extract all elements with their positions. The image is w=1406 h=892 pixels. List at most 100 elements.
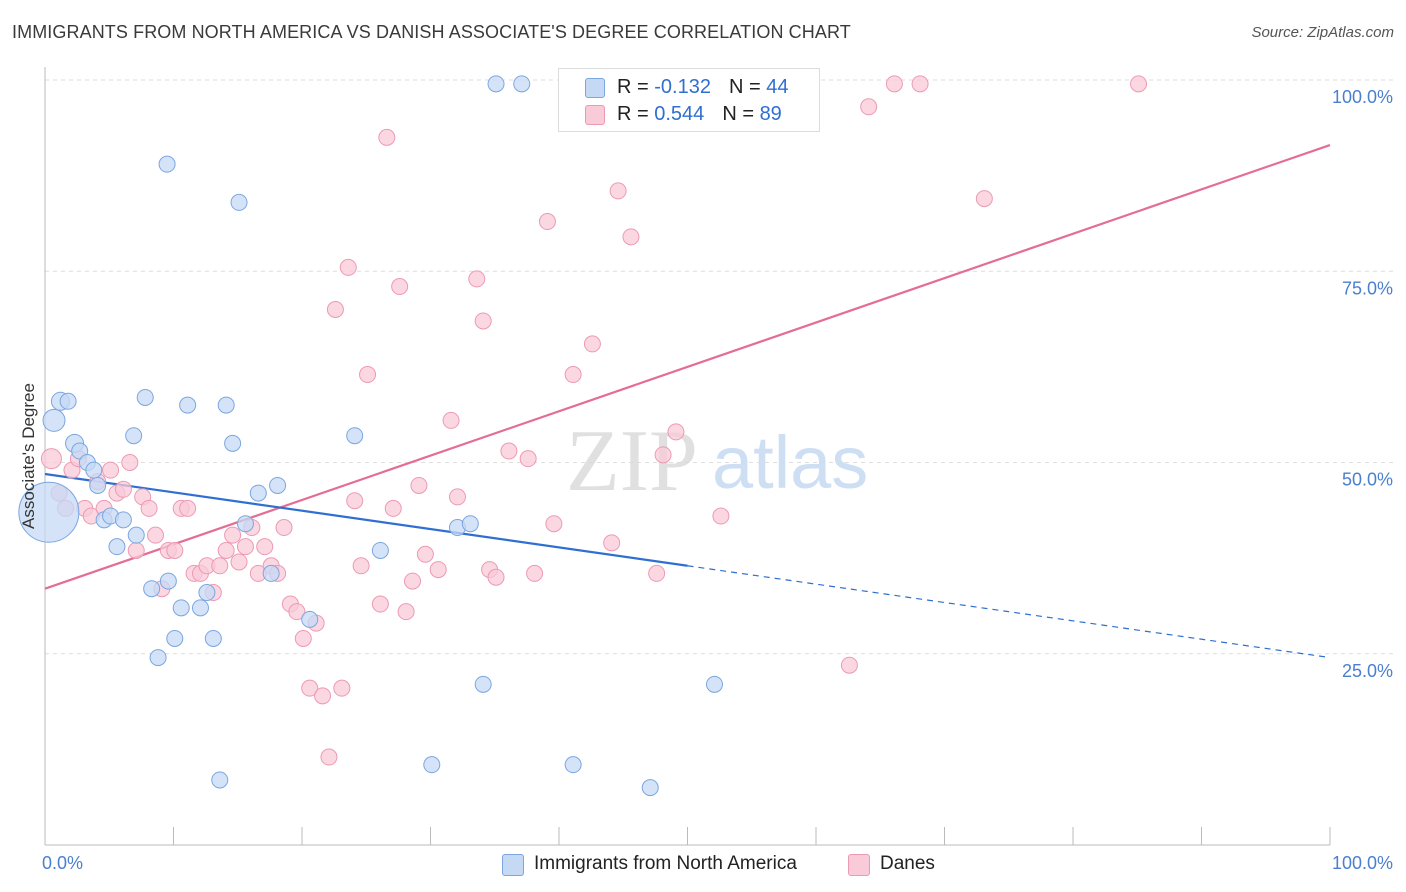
danes-point bbox=[397, 603, 415, 621]
danes-trend-line bbox=[44, 143, 1331, 590]
y-axis-label: Associate's Degree bbox=[19, 383, 38, 529]
immigrants-point bbox=[158, 155, 176, 173]
danes-point bbox=[301, 679, 319, 697]
immigrants-point bbox=[172, 599, 190, 617]
immigrants-point bbox=[149, 649, 167, 667]
danes-point bbox=[211, 557, 229, 575]
immigrants-point bbox=[114, 511, 132, 529]
source-label: Source: ZipAtlas.com bbox=[1251, 24, 1394, 41]
danes-point bbox=[404, 572, 422, 590]
danes-point bbox=[121, 454, 139, 471]
danes-point bbox=[474, 312, 492, 330]
immigrants-point bbox=[346, 427, 364, 445]
y-tick-label: 50.0% bbox=[1342, 470, 1393, 490]
danes-point bbox=[667, 423, 685, 441]
immigrants-point bbox=[204, 629, 222, 647]
legend-label-danes: Danes bbox=[880, 853, 935, 874]
danes-point bbox=[564, 366, 582, 384]
immigrants-trend-extension bbox=[687, 565, 1331, 659]
danes-point bbox=[236, 538, 254, 556]
danes-point bbox=[314, 687, 332, 705]
danes-point bbox=[140, 499, 158, 517]
danes-point bbox=[40, 448, 62, 470]
immigrants-point bbox=[42, 408, 66, 432]
danes-point bbox=[352, 557, 370, 575]
chart-title: IMMIGRANTS FROM NORTH AMERICA VS DANISH … bbox=[12, 22, 851, 42]
danes-point bbox=[275, 519, 293, 537]
immigrants-point bbox=[191, 599, 209, 617]
immigrants-point bbox=[564, 756, 582, 774]
danes-point bbox=[326, 301, 344, 318]
danes-point bbox=[256, 538, 274, 556]
danes-point bbox=[224, 526, 242, 544]
danes-point bbox=[911, 75, 929, 93]
danes-point bbox=[288, 603, 306, 621]
immigrants-point bbox=[217, 396, 235, 414]
immigrants-trend-line bbox=[44, 472, 688, 567]
immigrants-point bbox=[159, 572, 177, 590]
immigrants-point bbox=[179, 396, 197, 414]
legend-swatch-blue bbox=[502, 854, 524, 876]
immigrants-point bbox=[127, 526, 145, 544]
danes-point bbox=[860, 98, 878, 116]
legend-r-value: -0.132 bbox=[654, 76, 711, 98]
grid-lines bbox=[45, 79, 1395, 655]
danes-point bbox=[359, 366, 377, 384]
immigrants-point bbox=[230, 193, 248, 211]
danes-point bbox=[500, 442, 518, 460]
danes-point bbox=[294, 629, 312, 647]
danes-point bbox=[371, 595, 389, 613]
danes-point bbox=[127, 541, 145, 559]
legend-r-label: R = bbox=[617, 103, 655, 125]
danes-point bbox=[603, 534, 621, 552]
danes-point bbox=[378, 128, 396, 146]
danes-point bbox=[840, 656, 858, 674]
immigrants-point bbox=[371, 541, 389, 559]
danes-point bbox=[712, 507, 730, 525]
immigrants-point bbox=[262, 564, 280, 582]
danes-point bbox=[583, 335, 601, 353]
immigrants-point bbox=[211, 771, 229, 789]
danes-point bbox=[654, 446, 672, 464]
immigrants-point bbox=[89, 476, 107, 494]
legend-r-value: 0.544 bbox=[654, 103, 705, 125]
tick-labels: 25.0% 50.0% 75.0% 100.0% 0.0% 100.0% bbox=[42, 87, 1393, 873]
danes-point bbox=[526, 564, 544, 582]
y-tick-label: 100.0% bbox=[1332, 87, 1393, 107]
legend-n-value: 44 bbox=[766, 76, 789, 98]
danes-point bbox=[147, 526, 165, 544]
danes-point bbox=[410, 476, 428, 494]
danes-point bbox=[346, 492, 364, 510]
danes-point bbox=[179, 499, 197, 517]
immigrants-point bbox=[198, 584, 216, 602]
danes-point bbox=[975, 190, 993, 208]
immigrants-point bbox=[423, 756, 441, 774]
danes-point bbox=[609, 182, 627, 200]
danes-point bbox=[217, 541, 235, 559]
immigrants-point bbox=[59, 392, 77, 410]
danes-point bbox=[339, 258, 357, 276]
danes-point bbox=[320, 748, 338, 766]
danes-point bbox=[648, 564, 666, 582]
immigrants-point bbox=[85, 461, 103, 479]
danes-point bbox=[102, 461, 120, 479]
immigrants-point bbox=[705, 675, 723, 693]
immigrants-point bbox=[474, 675, 492, 693]
immigrants-point bbox=[236, 515, 254, 533]
danes-point bbox=[468, 270, 486, 288]
danes-point bbox=[333, 679, 351, 697]
immigrants-point bbox=[136, 388, 154, 406]
danes-point bbox=[487, 568, 505, 586]
danes-point bbox=[545, 515, 563, 533]
danes-point bbox=[230, 553, 248, 571]
immigrants-point bbox=[301, 610, 319, 628]
immigrants-point bbox=[125, 427, 143, 445]
watermark: ZIP atlas bbox=[566, 413, 868, 510]
y-tick-label: 75.0% bbox=[1342, 278, 1393, 298]
legend-swatch-pink bbox=[585, 105, 605, 125]
danes-point bbox=[519, 450, 537, 468]
immigrants-point bbox=[166, 629, 184, 647]
danes-points bbox=[40, 71, 1148, 766]
danes-point bbox=[885, 75, 903, 93]
